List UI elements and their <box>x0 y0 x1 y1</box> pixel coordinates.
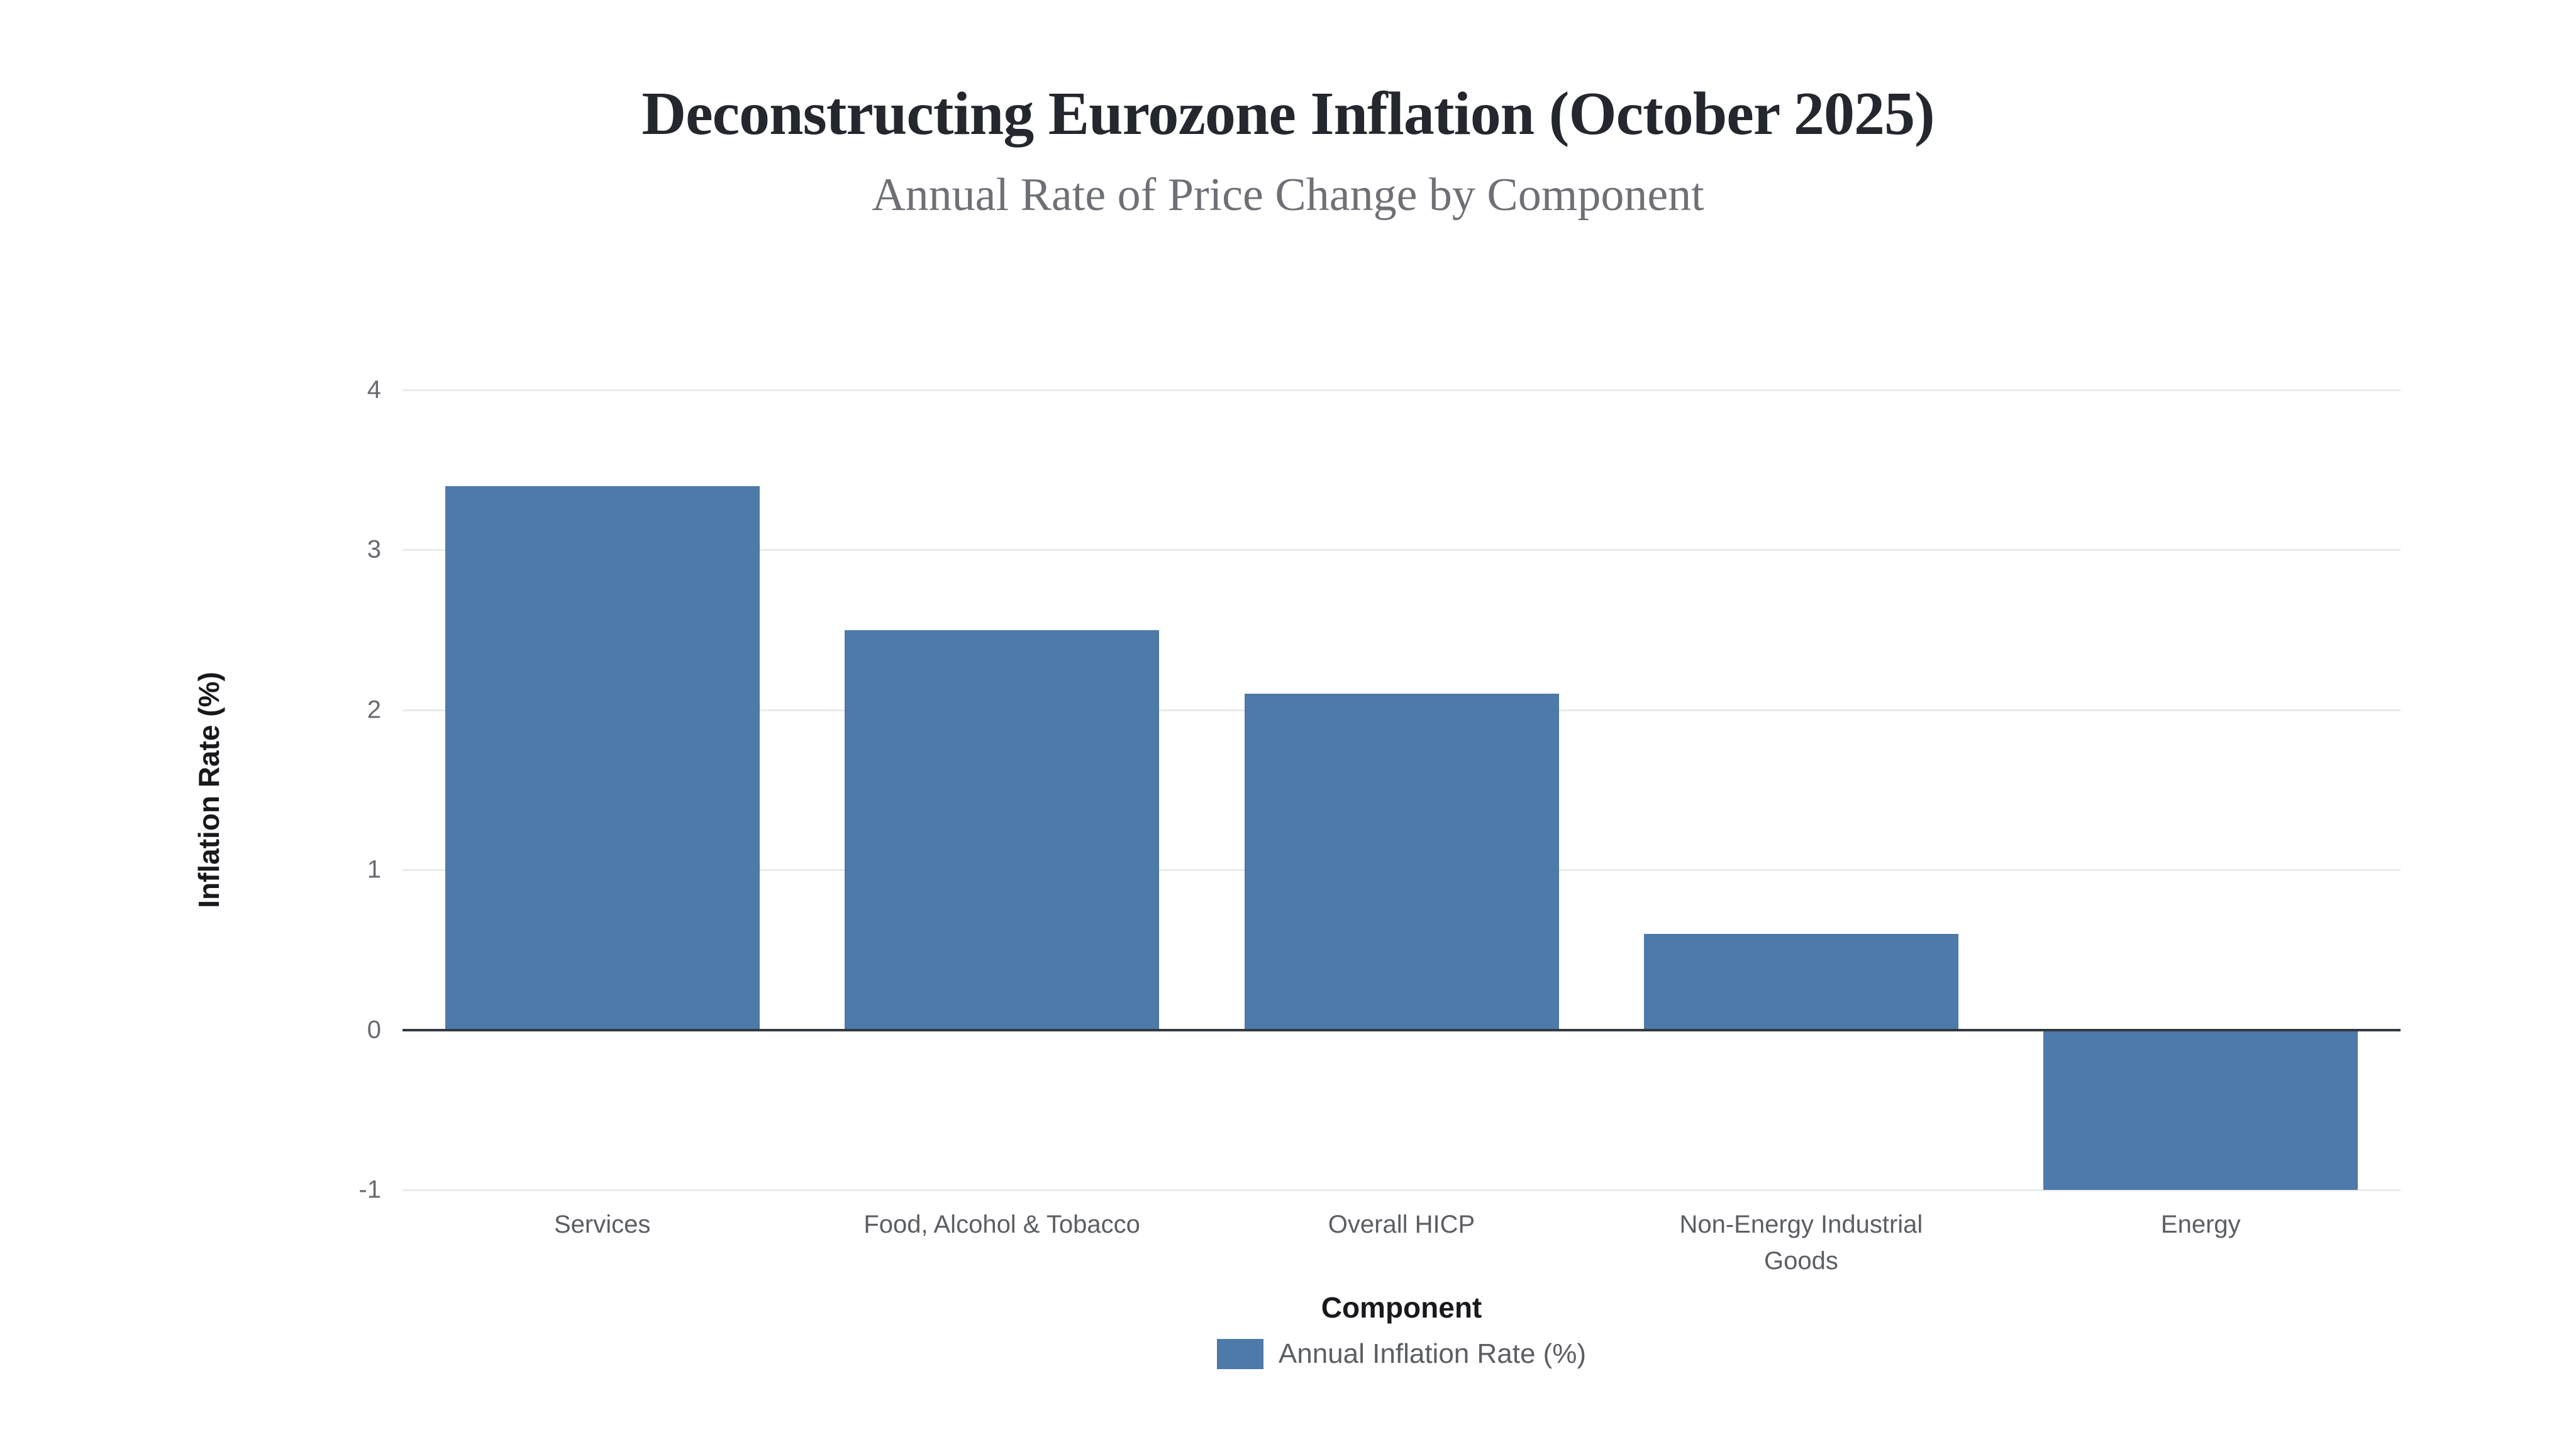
gridline--1 <box>402 1189 2401 1191</box>
bar-non-energy-industrial-goods <box>1643 933 1958 1030</box>
x-tick-label-energy: Energy <box>2160 1211 2241 1238</box>
y-tick-label-0: 0 <box>367 1016 381 1044</box>
x-tick-label-non-energy-industrial-goods: Non-Energy Industrial Goods <box>1679 1211 1923 1275</box>
y-tick-label-2: 2 <box>367 696 381 724</box>
legend: Annual Inflation Rate (%) <box>402 1338 2401 1370</box>
chart-title: Deconstructing Eurozone Inflation (Octob… <box>641 80 1935 148</box>
y-axis-title: Inflation Rate (%) <box>192 672 225 908</box>
bar-food-alcohol-tobacco <box>845 630 1160 1030</box>
bar-energy <box>2043 1030 2358 1190</box>
gridline-4 <box>402 389 2401 391</box>
gridline-3 <box>402 549 2401 552</box>
zero-baseline <box>402 1028 2401 1031</box>
y-tick-label--1: -1 <box>358 1175 381 1204</box>
x-axis-title: Component <box>1321 1291 1482 1324</box>
chart-subtitle: Annual Rate of Price Change by Component <box>872 169 1704 221</box>
x-tick-label-overall-hicp: Overall HICP <box>1328 1211 1475 1238</box>
bar-overall-hicp <box>1244 694 1559 1030</box>
legend-swatch <box>1216 1339 1263 1369</box>
y-tick-label-1: 1 <box>367 855 381 884</box>
legend-label: Annual Inflation Rate (%) <box>1278 1338 1587 1369</box>
y-tick-label-3: 3 <box>367 535 381 564</box>
x-tick-label-food-alcohol-tobacco: Food, Alcohol & Tobacco <box>863 1211 1140 1238</box>
y-tick-label-4: 4 <box>367 375 381 404</box>
bar-services <box>445 486 760 1030</box>
x-tick-label-services: Services <box>553 1211 651 1238</box>
